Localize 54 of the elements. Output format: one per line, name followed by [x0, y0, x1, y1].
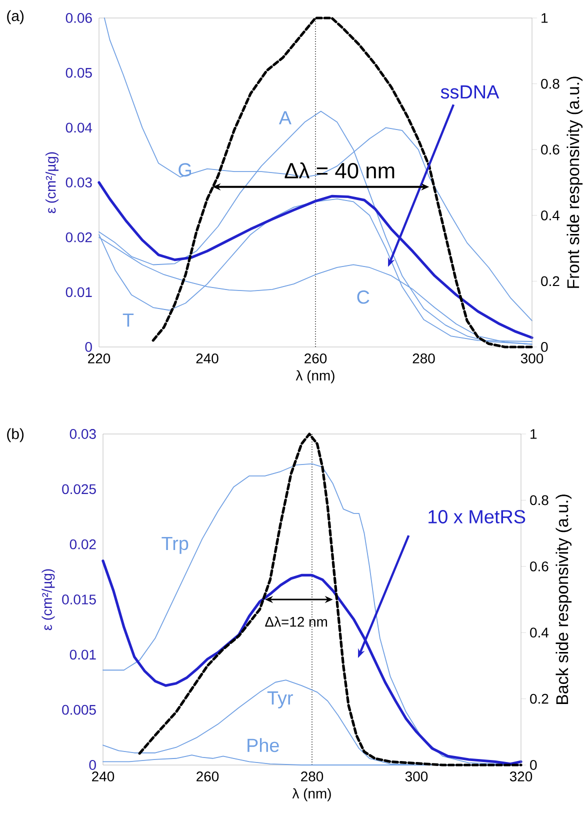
y2-tick-label: 0.4 — [541, 210, 560, 220]
series-label: Tyr — [267, 691, 293, 708]
y-tick-label: 0 — [89, 760, 96, 770]
y2-axis-title: Front side responsivity (a.u.) — [566, 76, 583, 288]
x-tick-label: 240 — [92, 772, 114, 782]
series-label: Phe — [248, 738, 279, 752]
y-tick-label: 0.03 — [66, 178, 92, 188]
y-tick-label: 0.01 — [70, 650, 96, 660]
x-tick-label: 260 — [196, 772, 219, 782]
y-tick-label: 0.04 — [66, 122, 92, 133]
series-label: A — [278, 111, 292, 124]
y-axis-title: ε (cm²/µg) — [42, 569, 55, 630]
annotation: Δλ = 40 nm — [284, 162, 394, 178]
y2-tick-label: 0.6 — [530, 561, 548, 572]
text: 10 x MetRS — [428, 510, 526, 524]
x-tick-label: 300 — [520, 354, 544, 364]
annotation: Δλ=12 nm — [265, 616, 327, 627]
y2-tick-label: 0 — [541, 342, 548, 352]
series-label: T — [122, 314, 134, 327]
y2-tick-label: 0.8 — [530, 495, 548, 506]
y-tick-label: 0.06 — [66, 13, 92, 23]
x-tick-label: 280 — [301, 772, 324, 782]
y2-tick-label: 0 — [530, 760, 537, 770]
y2-axis-title: Back side responsivity (a.u.) — [556, 494, 572, 704]
y-axis-title: ε (cm²/µg) — [45, 152, 58, 214]
y2-tick-label: 0.4 — [530, 628, 548, 638]
text: (b) — [7, 428, 24, 442]
text: (a) — [7, 10, 24, 24]
y2-tick-label: 1 — [530, 429, 537, 439]
y-tick-label: 0.005 — [62, 704, 96, 715]
x-tick-label: 280 — [412, 354, 435, 364]
y2-tick-label: 0.6 — [541, 144, 560, 155]
y2-tick-label: 0.8 — [541, 78, 560, 89]
y2-tick-label: 0.2 — [530, 694, 548, 704]
y-tick-label: 0.02 — [66, 232, 92, 242]
y-tick-label: 0.025 — [62, 484, 96, 494]
y-tick-label: 0.01 — [66, 287, 92, 298]
x-axis-title: λ (nm) — [292, 788, 331, 802]
series-label: Trp — [162, 536, 188, 554]
x-tick-label: 300 — [405, 772, 428, 782]
x-tick-label: 240 — [196, 354, 218, 364]
y2-tick-label: 1 — [542, 13, 548, 23]
x-tick-label: 320 — [510, 772, 532, 782]
series-label: C — [357, 290, 370, 304]
text: ssDNA — [440, 85, 500, 99]
x-tick-label: 260 — [304, 354, 327, 364]
y-tick-label: 0.015 — [62, 594, 96, 604]
x-axis-title: λ (nm) — [296, 370, 334, 384]
y2-tick-label: 0.2 — [541, 276, 560, 286]
y-tick-label: 0.02 — [70, 539, 96, 550]
y-tick-label: 0 — [85, 342, 92, 352]
y-tick-label: 0.05 — [66, 68, 92, 78]
y-tick-label: 0.03 — [70, 429, 96, 439]
x-tick-label: 220 — [88, 354, 110, 364]
